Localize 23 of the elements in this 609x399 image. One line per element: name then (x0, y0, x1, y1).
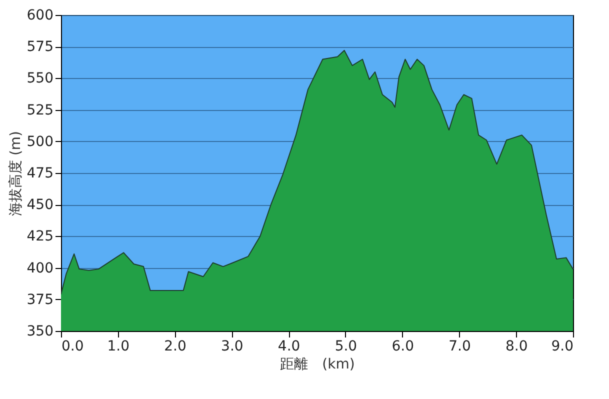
y-tick-label: 350 (26, 324, 54, 340)
y-tick-label: 525 (26, 102, 54, 118)
x-tick-label: 3.0 (221, 338, 244, 354)
x-tick-label: 0.0 (62, 338, 84, 354)
x-tick-label: 6.0 (392, 338, 414, 354)
x-tick-label: 8.0 (505, 338, 528, 354)
y-tick-label: 450 (26, 197, 54, 214)
x-tick-label: 1.0 (107, 338, 130, 354)
y-tick-label: 475 (26, 166, 54, 182)
y-tick-label: 400 (26, 260, 54, 276)
x-tick-label: 2.0 (164, 338, 186, 354)
x-tick-label: 9.0 (551, 338, 574, 354)
y-tick-label: 375 (26, 292, 54, 308)
x-tick-label: 5.0 (334, 338, 358, 354)
x-tick-label: 4.0 (278, 338, 300, 354)
y-tick-label: 575 (26, 39, 54, 56)
x-axis-title: 距離 (km) (280, 356, 355, 372)
y-tick-label: 600 (26, 8, 54, 24)
y-tick-label: 550 (26, 70, 54, 87)
y-tick-label: 425 (26, 228, 54, 245)
y-axis-title: 海拔高度 (m) (8, 130, 24, 216)
y-tick-label: 500 (26, 134, 54, 150)
x-tick-label: 7.0 (448, 338, 471, 354)
